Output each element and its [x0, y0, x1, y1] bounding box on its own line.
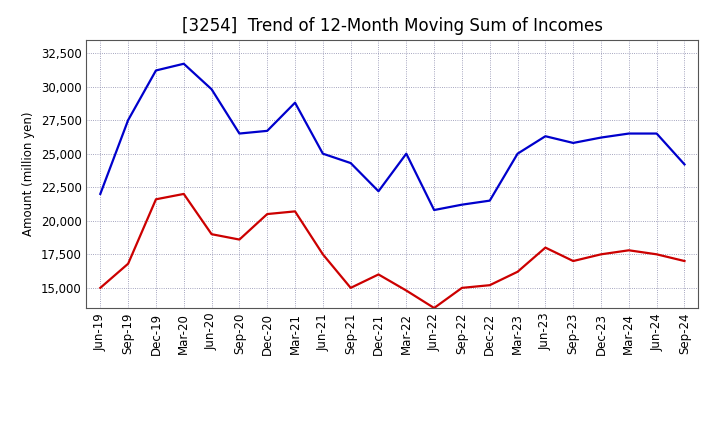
Ordinary Income	[346, 161, 355, 166]
Ordinary Income	[263, 128, 271, 133]
Ordinary Income	[152, 68, 161, 73]
Title: [3254]  Trend of 12-Month Moving Sum of Incomes: [3254] Trend of 12-Month Moving Sum of I…	[182, 17, 603, 35]
Ordinary Income	[513, 151, 522, 156]
Ordinary Income	[207, 87, 216, 92]
Y-axis label: Amount (million yen): Amount (million yen)	[22, 112, 35, 236]
Ordinary Income	[179, 61, 188, 66]
Ordinary Income	[374, 189, 383, 194]
Net Income	[597, 252, 606, 257]
Net Income	[513, 269, 522, 275]
Net Income	[346, 285, 355, 290]
Net Income	[458, 285, 467, 290]
Net Income	[235, 237, 243, 242]
Net Income	[624, 248, 633, 253]
Net Income	[96, 285, 104, 290]
Ordinary Income	[624, 131, 633, 136]
Net Income	[652, 252, 661, 257]
Ordinary Income	[569, 140, 577, 146]
Ordinary Income	[680, 162, 689, 167]
Ordinary Income	[235, 131, 243, 136]
Net Income	[541, 245, 550, 250]
Ordinary Income	[485, 198, 494, 203]
Net Income	[152, 197, 161, 202]
Net Income	[402, 288, 410, 293]
Ordinary Income	[652, 131, 661, 136]
Line: Ordinary Income: Ordinary Income	[100, 64, 685, 210]
Net Income	[430, 305, 438, 311]
Ordinary Income	[96, 191, 104, 197]
Ordinary Income	[597, 135, 606, 140]
Net Income	[263, 211, 271, 216]
Net Income	[374, 272, 383, 277]
Ordinary Income	[124, 117, 132, 123]
Line: Net Income: Net Income	[100, 194, 685, 308]
Ordinary Income	[318, 151, 327, 156]
Net Income	[318, 252, 327, 257]
Net Income	[124, 261, 132, 266]
Net Income	[179, 191, 188, 197]
Net Income	[207, 231, 216, 237]
Net Income	[485, 282, 494, 288]
Ordinary Income	[458, 202, 467, 207]
Net Income	[291, 209, 300, 214]
Net Income	[680, 258, 689, 264]
Ordinary Income	[430, 207, 438, 213]
Ordinary Income	[291, 100, 300, 105]
Ordinary Income	[402, 151, 410, 156]
Ordinary Income	[541, 134, 550, 139]
Net Income	[569, 258, 577, 264]
